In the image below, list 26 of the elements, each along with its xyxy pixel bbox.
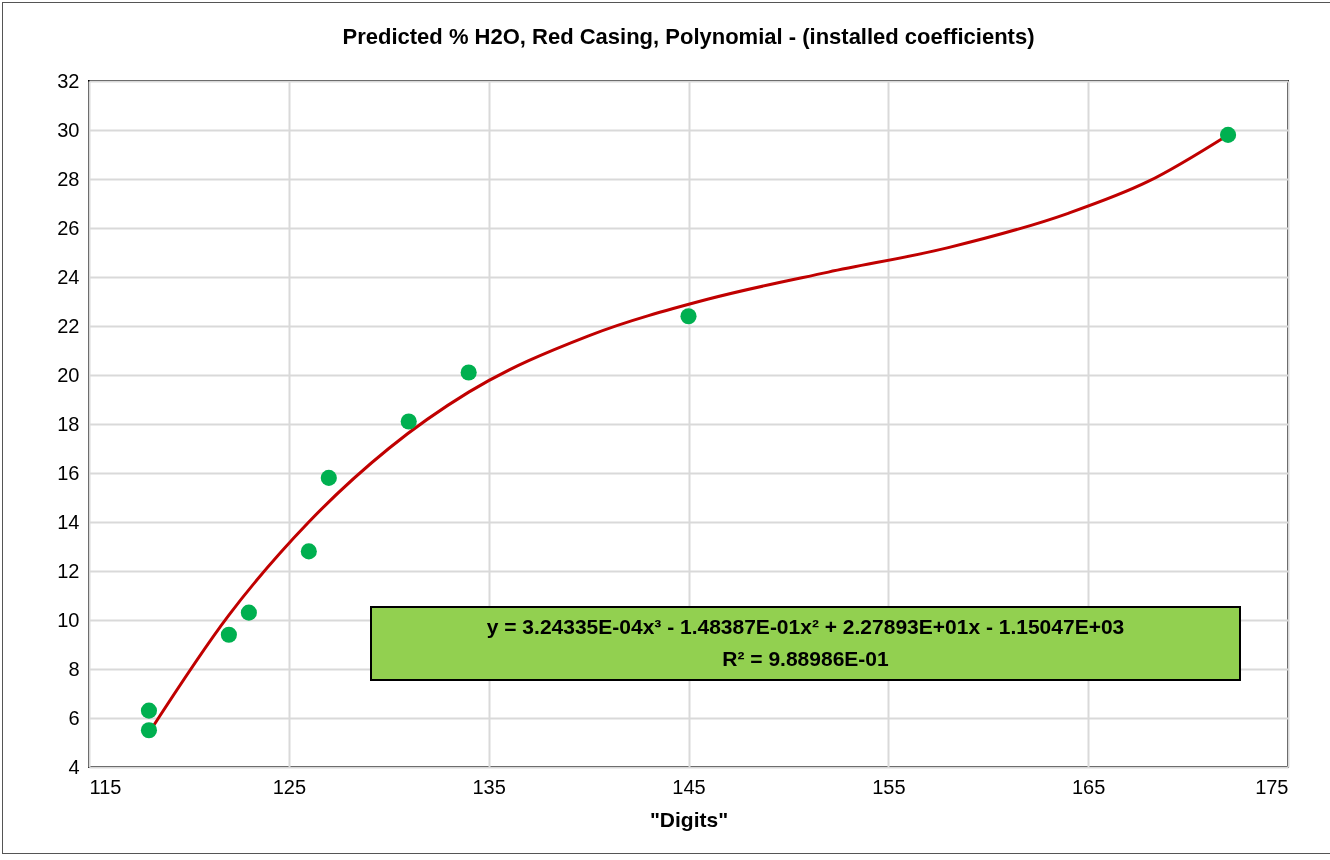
annotation: y = 3.24335E-04x³ - 1.48387E-01x² + 2.27893E+01x - 1.15047E+03 [486, 615, 1125, 638]
y-tick-label: 12 [57, 559, 80, 582]
x-tick-label: 135 [472, 775, 506, 798]
x-tick-label: 145 [672, 775, 706, 798]
y-tick-label: 14 [57, 510, 80, 533]
y-tick-label: 30 [57, 118, 80, 141]
chart-title: Predicted % H2O, Red Casing, Polynomial - (installed coefficients) [342, 24, 1035, 49]
x-tick-label: 165 [1071, 775, 1106, 798]
x-tick-label: 155 [872, 775, 906, 798]
y-tick-label: 16 [57, 461, 80, 484]
x-tick-label: 125 [272, 775, 307, 798]
x-tick-label: 115 [89, 775, 122, 798]
y-tick-label: 28 [57, 167, 80, 190]
x-axis-title: "Digits" [649, 807, 729, 831]
y-tick-label: 4 [68, 755, 80, 778]
y-tick-label: 26 [57, 216, 80, 239]
y-tick-label: 18 [57, 412, 80, 435]
y-tick-label: 20 [57, 363, 80, 386]
y-tick-label: 24 [57, 265, 80, 288]
y-tick-label: 6 [68, 706, 80, 729]
y-tick-label: 22 [57, 314, 80, 337]
x-tick-label: 175 [1255, 775, 1289, 798]
annotation: R² = 9.88986E-01 [722, 647, 889, 670]
y-tick-label: 10 [57, 608, 80, 631]
y-tick-label: 8 [68, 657, 80, 680]
y-tick-label: 32 [57, 69, 80, 92]
